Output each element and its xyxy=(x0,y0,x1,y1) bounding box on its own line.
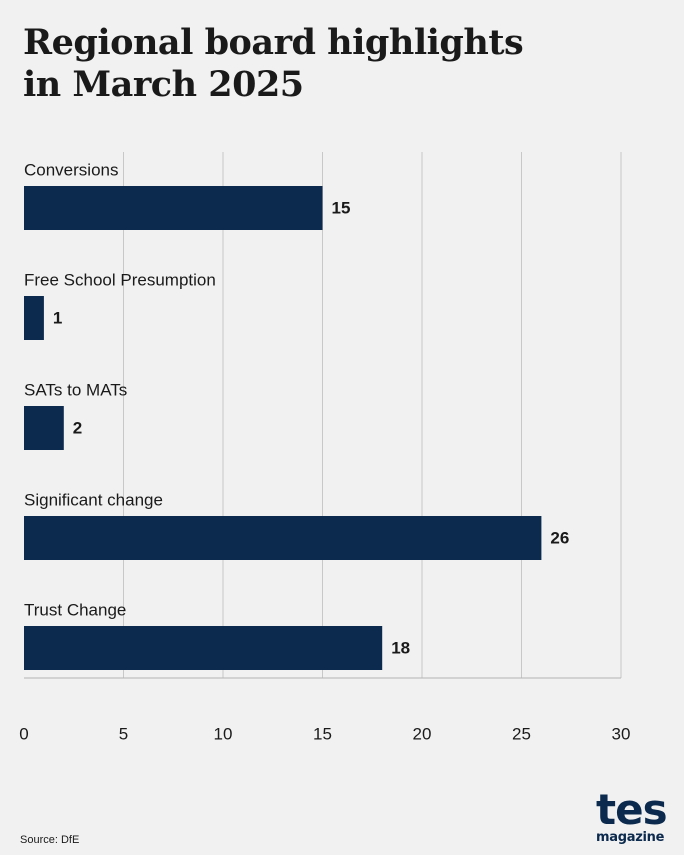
chart-title-line-2: in March 2025 xyxy=(23,64,304,105)
bar xyxy=(24,186,323,230)
data-label: 26 xyxy=(550,529,569,548)
x-tick-label: 15 xyxy=(313,725,332,744)
source-note: Source: DfE xyxy=(20,834,80,846)
tes-magazine-logo: tes magazine xyxy=(596,785,670,846)
logo-subtitle: magazine xyxy=(596,830,665,845)
x-tick-label: 30 xyxy=(612,725,631,744)
data-label: 15 xyxy=(332,199,351,218)
data-label: 18 xyxy=(391,639,410,658)
bar xyxy=(24,626,383,670)
x-tick-label: 10 xyxy=(214,725,233,744)
logo-wordmark: tes xyxy=(596,785,668,834)
x-tick-label: 25 xyxy=(512,725,531,744)
chart-title: Regional board highlights in March 2025 xyxy=(23,22,524,106)
data-label: 2 xyxy=(73,419,82,438)
category-label: Significant change xyxy=(24,491,163,510)
x-tick-label: 20 xyxy=(413,725,432,744)
bar-chart: Conversions 15 Free School Presumption 1 SAT… xyxy=(19,152,631,744)
category-label: Free School Presumption xyxy=(24,271,216,290)
bar xyxy=(24,296,44,340)
x-tick-label: 5 xyxy=(119,725,128,744)
bar xyxy=(24,406,64,450)
x-tick-label: 0 xyxy=(19,725,28,744)
category-label: Trust Change xyxy=(24,601,126,620)
chart-title-line-1: Regional board highlights xyxy=(23,22,524,63)
category-label: SATs to MATs xyxy=(24,381,127,400)
data-label: 1 xyxy=(53,309,62,328)
bar xyxy=(24,516,542,560)
category-label: Conversions xyxy=(24,161,119,180)
